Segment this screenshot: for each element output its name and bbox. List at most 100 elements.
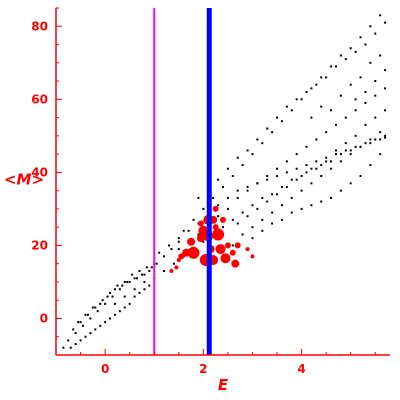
data-point: [364, 91, 367, 94]
data-point: [113, 313, 116, 316]
x-axis-label: E: [218, 376, 229, 394]
data-point: [266, 175, 269, 178]
y-tick-label: 20: [31, 238, 48, 252]
data-point: [128, 302, 131, 305]
data-point: [379, 153, 382, 156]
data-point: [330, 65, 333, 68]
data-points: [62, 14, 387, 349]
y-axis-label: <M>: [4, 171, 44, 189]
data-point: [113, 288, 116, 291]
data-point: [236, 189, 239, 192]
data-point: [234, 242, 241, 249]
data-point: [339, 54, 342, 57]
data-point: [379, 138, 382, 141]
data-point: [339, 189, 342, 192]
data-point: [256, 138, 259, 141]
data-point: [334, 123, 337, 126]
data-point: [148, 284, 151, 287]
data-point: [305, 91, 308, 94]
data-point: [231, 259, 240, 268]
data-point: [143, 273, 146, 276]
data-point: [261, 196, 264, 199]
data-point: [215, 244, 226, 255]
data-point: [285, 160, 288, 163]
data-point: [140, 273, 143, 276]
data-point: [246, 215, 249, 218]
data-point: [96, 310, 99, 313]
data-point: [143, 280, 146, 283]
data-point: [330, 167, 333, 170]
data-point: [349, 149, 352, 152]
data-point: [123, 280, 126, 283]
data-point: [212, 224, 219, 231]
data-point: [359, 175, 362, 178]
data-point: [133, 288, 136, 291]
data-point: [131, 273, 134, 276]
data-point: [251, 237, 254, 240]
data-point: [246, 149, 249, 152]
data-point: [136, 277, 139, 280]
data-point: [384, 136, 387, 139]
y-tick-label: 80: [31, 19, 48, 33]
data-point: [280, 204, 283, 207]
data-point: [67, 339, 70, 342]
data-point: [280, 185, 283, 188]
data-point: [229, 249, 236, 256]
data-point: [384, 69, 387, 72]
data-point: [344, 116, 347, 119]
data-point: [104, 321, 107, 324]
data-point: [364, 123, 367, 126]
data-point: [330, 196, 333, 199]
data-point: [251, 204, 254, 207]
data-point: [192, 218, 195, 221]
data-point: [354, 134, 357, 137]
data-point: [172, 262, 175, 265]
data-point: [364, 101, 367, 104]
data-point: [177, 237, 180, 240]
data-point: [187, 246, 200, 259]
x-tick-label: 2: [199, 362, 207, 376]
data-point: [349, 153, 352, 156]
data-point: [177, 248, 180, 251]
data-point: [99, 324, 102, 327]
data-point: [344, 142, 347, 145]
data-point: [113, 302, 116, 305]
data-point: [187, 229, 190, 232]
data-point: [300, 175, 303, 178]
data-point: [82, 324, 85, 327]
data-point: [62, 346, 65, 349]
data-point: [222, 185, 224, 188]
data-point: [261, 142, 264, 145]
data-point: [226, 207, 229, 210]
data-point: [374, 116, 377, 119]
data-point: [305, 171, 308, 174]
data-point: [349, 47, 352, 50]
data-point: [74, 332, 77, 335]
data-point: [276, 167, 279, 170]
x-tick-label: 0: [101, 362, 109, 376]
data-point: [379, 14, 382, 17]
data-point: [374, 94, 377, 97]
data-point: [305, 164, 308, 167]
data-point: [101, 299, 104, 302]
data-point: [128, 280, 131, 283]
data-point: [256, 182, 259, 185]
data-point: [118, 288, 121, 291]
data-point: [250, 254, 255, 259]
data-point: [384, 134, 387, 137]
data-point: [325, 131, 328, 134]
data-point: [104, 302, 107, 305]
data-point: [176, 258, 181, 263]
data-point: [111, 295, 114, 298]
data-point: [349, 182, 352, 185]
data-point: [170, 248, 173, 251]
data-point: [231, 244, 234, 247]
data-point: [285, 171, 288, 174]
data-point: [320, 76, 323, 79]
data-point: [369, 164, 372, 167]
data-point: [133, 277, 136, 280]
data-point: [91, 306, 94, 309]
data-point: [121, 284, 124, 287]
data-point: [202, 207, 205, 210]
data-point: [334, 65, 337, 68]
